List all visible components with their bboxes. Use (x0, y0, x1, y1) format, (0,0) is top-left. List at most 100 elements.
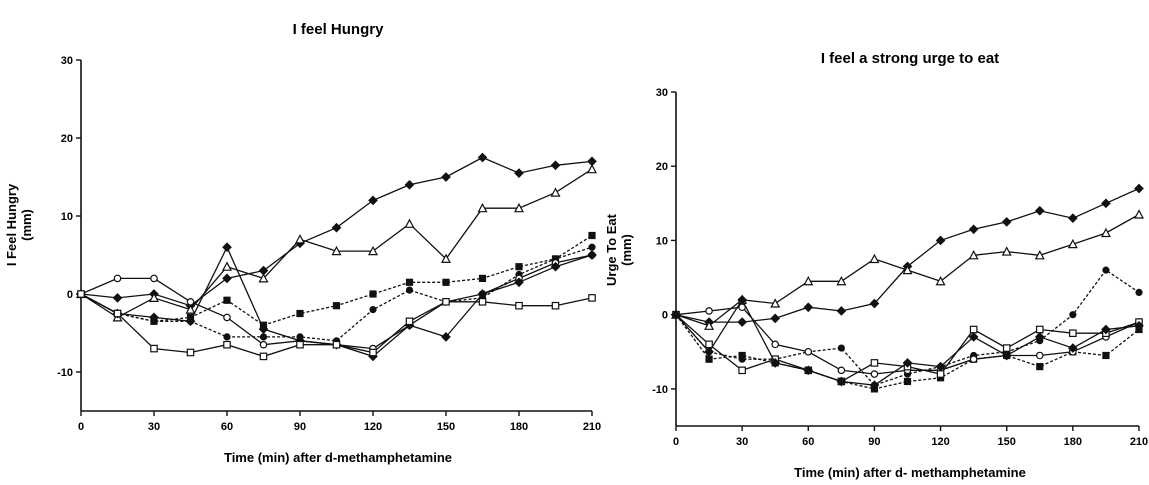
hungry-series-6-point (149, 312, 159, 323)
hungry-series-3-point (515, 263, 523, 271)
hungry-series-7-point (515, 301, 523, 310)
hungry-series-4-point (223, 333, 231, 341)
hungry-series-3-point (588, 231, 596, 240)
hungry-series-4-line (80, 246, 593, 342)
urge-series-2-point (1100, 227, 1111, 238)
urge-y-tick-label: 30 (656, 87, 668, 99)
urge-series-2 (671, 209, 1144, 330)
hungry-x-axis-label: Time (min) after d-methamphetamine (224, 450, 452, 465)
hungry-series-6-point (514, 277, 524, 288)
hungry-series-2-point (222, 261, 232, 271)
hungry-series-6-point (477, 289, 488, 299)
urge-series-7-point (704, 346, 714, 357)
hungry-series-2-point (368, 245, 378, 256)
hungry-series-7-point (478, 298, 487, 306)
hungry-series-3-point (405, 278, 414, 286)
hungry-series-7-point (186, 348, 195, 357)
hungry-series-2-point (441, 253, 451, 263)
hungry-series-6-point (550, 261, 561, 272)
urge-series-6-point (969, 325, 978, 334)
hungry-series-6-point (258, 324, 269, 334)
urge-y-tick-label: 0 (662, 310, 668, 322)
urge-chart-title: I feel a strong urge to eat (821, 50, 999, 67)
hungry-y-tick-label: 0 (67, 289, 73, 301)
hungry-series-2-point (404, 218, 415, 228)
hungry-series-2 (76, 163, 597, 322)
urge-series-1-point (770, 313, 781, 324)
hungry-series-1-point (331, 222, 342, 233)
urge-series-3-point (1135, 288, 1143, 296)
urge-series-7-point (935, 361, 946, 372)
hungry-series-6-point (185, 316, 196, 327)
urge-series-7-point (1134, 320, 1144, 331)
urge-series-6-point (1002, 344, 1011, 352)
urge-series-2-point (770, 298, 781, 308)
hungry-y-tick-label: 20 (61, 133, 73, 145)
hungry-x-tick-label: 210 (583, 421, 601, 433)
hungry-series-3-point (332, 302, 341, 310)
hungry-series-7-point (77, 290, 85, 298)
urge-series-5-point (837, 366, 846, 375)
urge-series-2-point (1134, 209, 1144, 219)
urge-series-3-point (837, 344, 845, 352)
hungry-series-5-point (259, 340, 268, 349)
urge-series-6-point (738, 366, 746, 375)
hungry-series-7-point (405, 317, 414, 326)
urge-series-7-point (770, 358, 781, 368)
urge-series-2-point (869, 253, 880, 264)
hungry-series-6-point (222, 242, 232, 253)
urge-series-4-point (903, 377, 912, 386)
hungry-x-tick-label: 60 (221, 421, 233, 433)
urge-series-6-point (1069, 329, 1077, 338)
urge-x-tick-label: 210 (1130, 436, 1148, 448)
hungry-chart-title: I feel Hungry (293, 21, 385, 38)
urge-chart-panel: I feel a strong urge to eat -10 0 10 20 30 0 30… (600, 0, 1149, 485)
urge-series-2-point (968, 250, 979, 260)
urge-series-5-point (969, 355, 978, 364)
urge-series-2-point (803, 275, 814, 286)
urge-series-7-point (1034, 332, 1045, 342)
urge-series-4-point (1036, 363, 1044, 371)
hungry-series-7-point (223, 340, 231, 349)
hungry-series-5-point (113, 274, 122, 283)
urge-series-1-point (836, 306, 847, 316)
urge-series-7-point (1101, 324, 1111, 335)
hungry-x-tick-label: 90 (294, 421, 306, 433)
hungry-series-3-point (442, 278, 450, 286)
hungry-y-axis-label: I Feel Hungry(mm) (4, 183, 34, 266)
urge-series-5-point (870, 370, 879, 378)
urge-x-tick-label: 30 (736, 436, 748, 448)
urge-y-tick-label: 20 (656, 161, 668, 173)
hungry-series-2-point (149, 292, 159, 302)
urge-series-1-point (968, 224, 979, 235)
hungry-series-2-point (477, 202, 488, 213)
hungry-series-2-point (514, 202, 524, 213)
hungry-series-1-point (514, 168, 524, 178)
hungry-chart-panel: I feel Hungry -10 0 10 20 30 0 30 60 90 120 150 180 2… (4, 21, 601, 465)
urge-series-7-point (1001, 350, 1012, 361)
hungry-series-6-point (441, 332, 451, 342)
urge-series-1-point (1068, 213, 1078, 224)
urge-series-5-point (771, 340, 780, 349)
urge-series-1-point (1101, 198, 1111, 209)
hungry-series-1-point (550, 160, 561, 171)
hungry-series-4-point (405, 286, 414, 294)
hungry-series-7-point (588, 294, 596, 302)
hungry-series-7-point (259, 352, 268, 361)
urge-series-1-point (1034, 205, 1045, 216)
hungry-series-2-point (587, 163, 597, 174)
urge-x-tick-label: 60 (802, 436, 814, 448)
hungry-series-2-point (331, 245, 342, 256)
hungry-series-1-point (404, 179, 415, 190)
urge-series-4-point (1102, 351, 1110, 360)
urge-series-6-point (705, 340, 713, 349)
urge-series-7-point (902, 358, 913, 368)
hungry-y-tick-label: 10 (61, 211, 73, 223)
urge-series-2-point (935, 275, 946, 286)
hungry-chart: I feel Hungry -10 0 10 20 30 0 30 60 90 120 150 180 2… (4, 21, 601, 465)
urge-series-7-point (968, 332, 979, 342)
hungry-series-7-point (442, 298, 450, 306)
urge-series-5-point (1035, 351, 1044, 360)
urge-y-tick-label: -10 (652, 384, 668, 396)
urge-x-tick-label: 0 (673, 436, 679, 448)
